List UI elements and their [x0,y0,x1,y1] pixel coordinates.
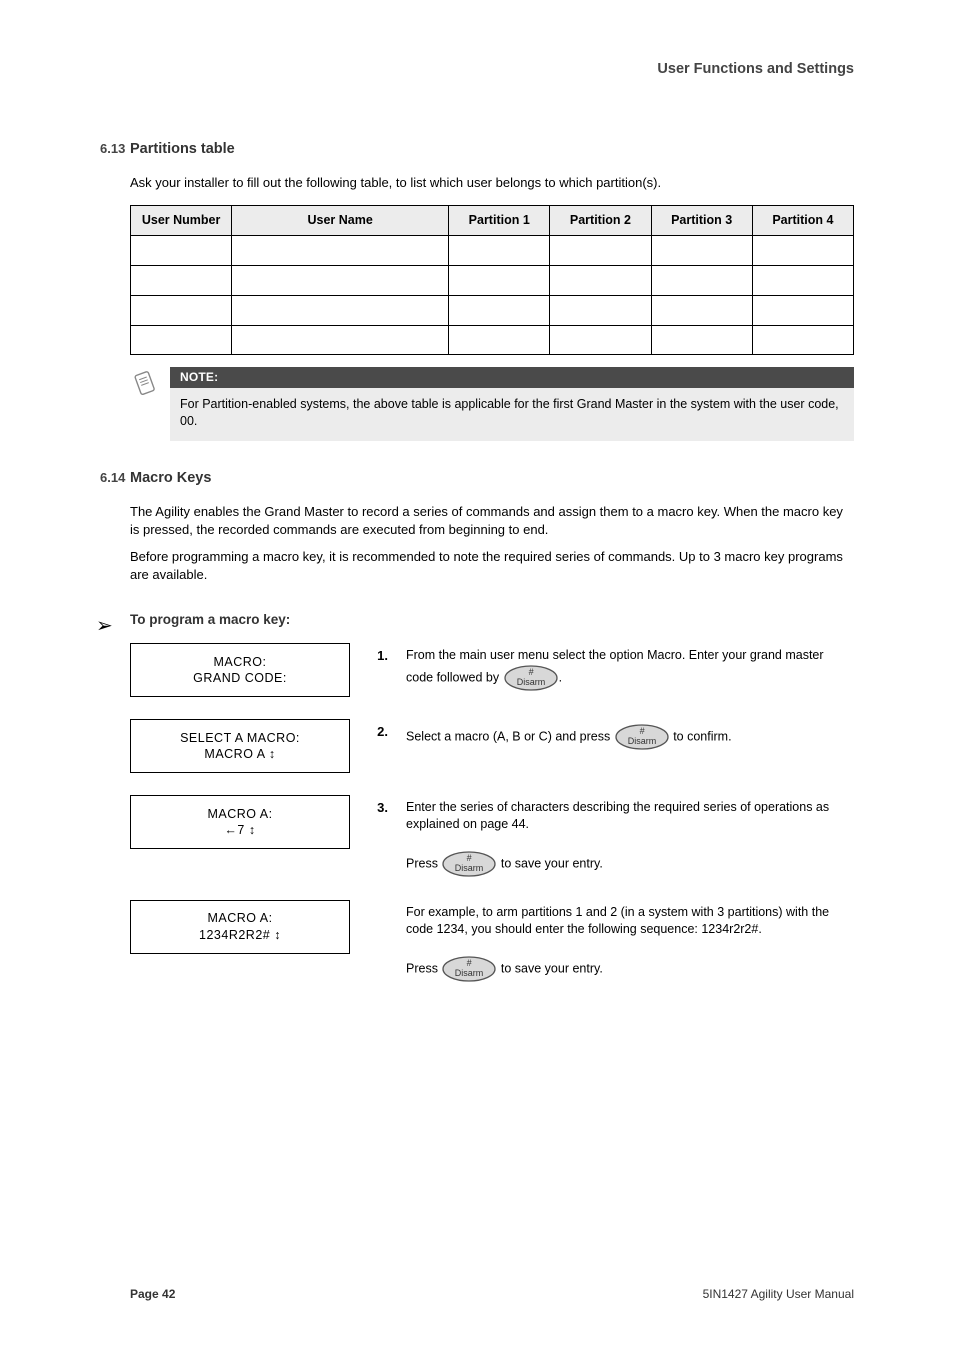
arrow-icon: ➢ [96,613,113,640]
table-cell[interactable] [131,265,232,295]
section-partitions: 6.13 Partitions table Ask your installer… [130,140,854,441]
table-cell[interactable] [550,235,651,265]
svg-text:Disarm: Disarm [455,863,484,873]
lcd-display: MACRO: GRAND CODE: [130,643,350,697]
table-cell[interactable] [232,295,449,325]
step-description: Enter the series of characters describin… [406,795,854,878]
table-cell[interactable] [752,265,853,295]
steps-title: To program a macro key: [130,611,854,629]
section-intro: Ask your installer to fill out the follo… [130,174,854,192]
svg-text:Disarm: Disarm [627,736,656,746]
partitions-table: User NumberUser NamePartition 1Partition… [130,205,854,355]
section-number: 6.13 [100,140,125,158]
table-header: Partition 2 [550,206,651,236]
step-row: SELECT A MACRO: MACRO A ↕ 2. Select a macr… [130,719,854,773]
note-label: NOTE: [170,367,854,387]
step-row: MACRO A: 1234r2r2# ↕ For example, to arm … [130,900,854,983]
table-cell[interactable] [131,235,232,265]
table-cell[interactable] [449,295,550,325]
table-cell[interactable] [131,295,232,325]
table-cell[interactable] [232,265,449,295]
page-number: Page 42 [130,1287,175,1301]
table-header: User Name [232,206,449,236]
table-header: Partition 1 [449,206,550,236]
manual-ref: 5IN1427 Agility User Manual [703,1286,854,1302]
steps-area: ➢ To program a macro key: MACRO: GRAND C… [130,611,854,982]
table-header: Partition 4 [752,206,853,236]
table-cell[interactable] [550,265,651,295]
header-chapter: User Functions and Settings [657,60,854,80]
table-cell[interactable] [131,325,232,355]
table-cell[interactable] [449,265,550,295]
table-cell[interactable] [651,235,752,265]
lcd-display: MACRO A: 1234r2r2# ↕ [130,900,350,954]
step-number: 1. [368,643,388,665]
table-cell[interactable] [752,295,853,325]
macro-para2: Before programming a macro key, it is re… [130,548,854,583]
table-row [131,295,854,325]
section-title: Partitions table [130,141,235,157]
table-row [131,325,854,355]
table-cell[interactable] [651,265,752,295]
table-cell[interactable] [232,325,449,355]
table-cell[interactable] [449,235,550,265]
table-cell[interactable] [752,325,853,355]
table-row [131,235,854,265]
table-header: Partition 3 [651,206,752,236]
step-number [368,900,388,904]
table-cell[interactable] [752,235,853,265]
step-description: For example, to arm partitions 1 and 2 (… [406,900,854,983]
table-cell[interactable] [232,235,449,265]
svg-text:Disarm: Disarm [455,968,484,978]
table-cell[interactable] [550,295,651,325]
step-row: MACRO A: ←7 ↕ 3. Enter the series of chara… [130,795,854,878]
lcd-display: MACRO A: ←7 ↕ [130,795,350,849]
table-header: User Number [131,206,232,236]
svg-text:Disarm: Disarm [516,677,545,687]
lcd-display: SELECT A MACRO: MACRO A ↕ [130,719,350,773]
section-number: 6.14 [100,469,125,487]
table-cell[interactable] [449,325,550,355]
note-block: NOTE: For Partition-enabled systems, the… [130,367,854,441]
section-title: Macro Keys [130,470,211,486]
section-macro: 6.14 Macro Keys The Agility enables the … [130,469,854,982]
macro-para1: The Agility enables the Grand Master to … [130,503,854,538]
note-icon [130,367,160,408]
table-cell[interactable] [651,295,752,325]
disarm-key-icon: # Disarm [503,664,559,692]
step-number: 3. [368,795,388,817]
disarm-key-icon: # Disarm [614,723,670,751]
disarm-key-icon: # Disarm [441,955,497,983]
step-row: MACRO: GRAND CODE: 1. From the main user m… [130,643,854,697]
note-text: For Partition-enabled systems, the above… [170,388,854,442]
table-cell[interactable] [651,325,752,355]
step-description: Select a macro (A, B or C) and press # D… [406,719,854,751]
table-cell[interactable] [550,325,651,355]
footer: Page 42 5IN1427 Agility User Manual [130,1286,854,1302]
disarm-key-icon: # Disarm [441,850,497,878]
step-number: 2. [368,719,388,741]
step-description: From the main user menu select the optio… [406,643,854,692]
table-row [131,265,854,295]
